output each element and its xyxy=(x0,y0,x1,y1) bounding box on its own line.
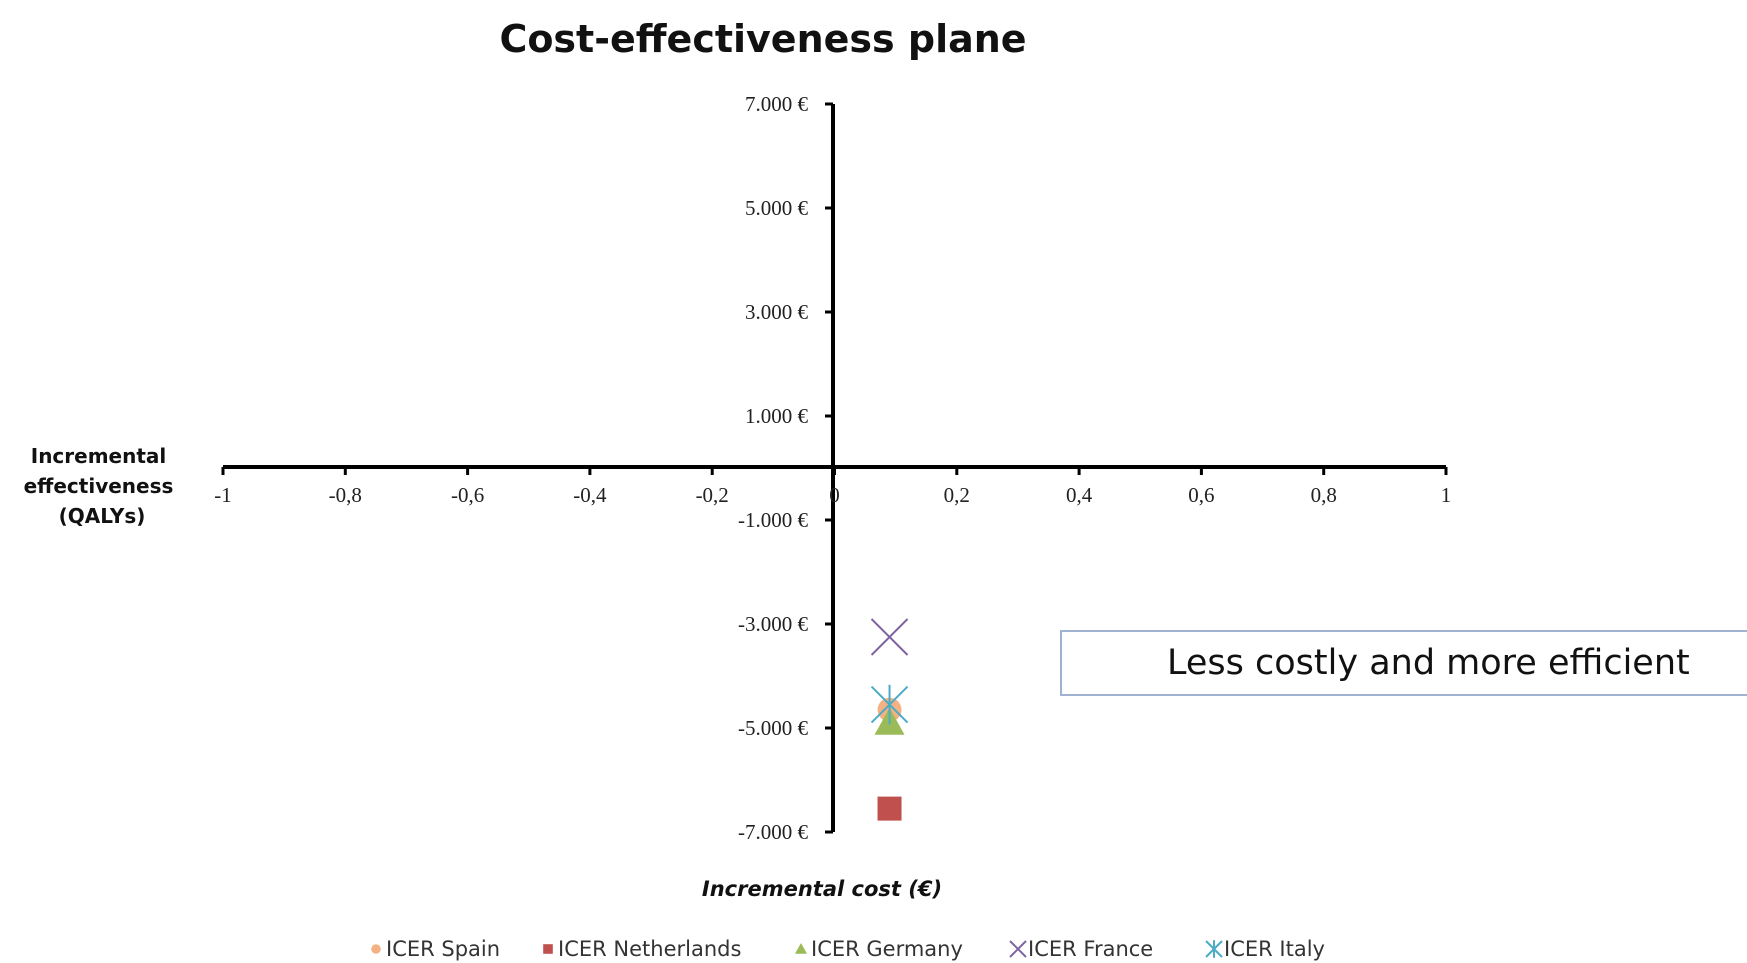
legend-label: ICER France xyxy=(1028,937,1153,961)
legend-marker xyxy=(795,943,807,954)
legend-marker xyxy=(543,944,553,954)
legend-label: ICER Germany xyxy=(811,937,963,961)
x-tick-label: -0,4 xyxy=(573,483,607,507)
x-tick-label: -1 xyxy=(214,483,232,507)
legend-marker xyxy=(1205,940,1223,958)
x-tick-label: 0 xyxy=(829,483,840,507)
y-tick-label: -3.000 € xyxy=(738,612,808,636)
x-tick-label: 0,4 xyxy=(1066,483,1093,507)
y-tick-label: 3.000 € xyxy=(745,300,809,324)
y-tick-label: -1.000 € xyxy=(738,508,808,532)
x-tick-label: -0,8 xyxy=(329,483,362,507)
y-axis-label-line-2: effectiveness xyxy=(24,474,174,498)
y-tick-label: 5.000 € xyxy=(745,196,809,220)
x-tick-label: -0,2 xyxy=(696,483,729,507)
y-tick-label: -5.000 € xyxy=(738,716,808,740)
x-tick-label: 0,8 xyxy=(1311,483,1337,507)
annotation-box: Less costly and more efficient xyxy=(1060,630,1747,696)
y-axis-label: Incremental effectiveness (QALYs) xyxy=(24,444,181,528)
y-tick-label: 1.000 € xyxy=(745,404,809,428)
x-ticks: -1 -0,8 -0,6 -0,4 -0,2 0 0,2 0,4 0,6 0,8 1 xyxy=(214,467,1451,507)
legend-marker xyxy=(1009,940,1027,958)
x-tick-label: 0,6 xyxy=(1188,483,1214,507)
y-tick-label: -7.000 € xyxy=(738,820,808,844)
legend: ICER Spain ICER Netherlands ICER Germany IC… xyxy=(371,937,1325,961)
data-point-icer-france xyxy=(870,618,909,656)
data-point-icer-netherlands xyxy=(877,796,902,821)
y-axis-label-line-3: (QALYs) xyxy=(59,504,146,528)
y-axis-label-line-1: Incremental xyxy=(31,444,167,468)
x-tick-label: -0,6 xyxy=(451,483,484,507)
legend-label: ICER Netherlands xyxy=(558,937,741,961)
legend-label: ICER Italy xyxy=(1224,937,1325,961)
legend-marker xyxy=(371,944,381,954)
chart-title: Cost-effectiveness plane xyxy=(499,17,1026,61)
x-tick-label: 1 xyxy=(1441,483,1452,507)
x-axis-label: Incremental cost (€) xyxy=(702,877,942,901)
y-ticks: 7.000 € 5.000 € 3.000 € 1.000 € -1.000 € -3.0… xyxy=(738,92,833,844)
annotation-text: Less costly and more efficient xyxy=(1167,643,1690,683)
data-point-icer-italy xyxy=(870,684,909,725)
x-tick-label: 0,2 xyxy=(944,483,970,507)
legend-label: ICER Spain xyxy=(386,937,500,961)
data-points xyxy=(870,618,909,821)
y-tick-label: 7.000 € xyxy=(745,92,809,116)
